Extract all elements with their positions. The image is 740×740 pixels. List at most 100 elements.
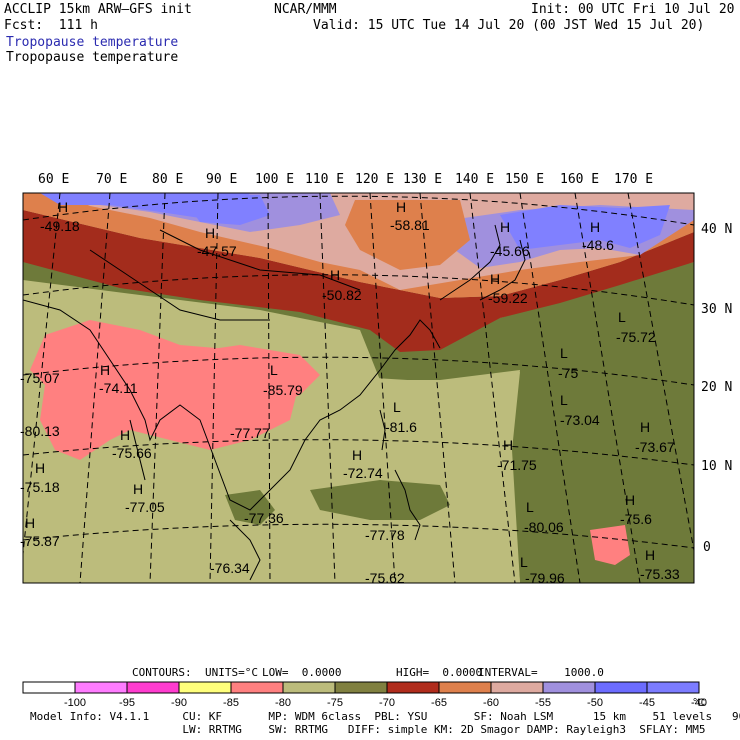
center-value: -71.75 — [497, 457, 537, 473]
lon-label: 90 E — [206, 172, 238, 187]
colorbar-swatch — [542, 681, 596, 694]
meridian — [267, 193, 271, 583]
field-title-contour: Tropopause temperature — [6, 50, 179, 65]
center-value: -85.79 — [263, 382, 303, 398]
colorbar-swatch — [386, 681, 440, 694]
center-type: H — [500, 219, 510, 235]
coastline-korea-japan — [439, 224, 501, 301]
center-type: L — [526, 499, 534, 515]
region-minus-60-north — [345, 200, 470, 270]
center-type: -77.36 — [244, 510, 284, 526]
center-type: H — [352, 447, 362, 463]
colorbar-label: -40 — [691, 697, 707, 709]
colorbar-swatch — [74, 681, 128, 694]
center-value: -59.22 — [488, 290, 528, 306]
meridian — [469, 193, 516, 583]
center-value: -73.67 — [635, 439, 675, 455]
colorbar-swatch — [126, 681, 180, 694]
center-type: H — [396, 199, 406, 215]
center-value: -49.18 — [40, 218, 80, 234]
lat-label: 30 N — [701, 302, 733, 317]
center-type: L — [393, 399, 401, 415]
center-type: H — [640, 419, 650, 435]
lon-label: 140 E — [455, 172, 495, 187]
center-value: -75.6 — [620, 511, 652, 527]
center-type: H — [133, 481, 143, 497]
lon-label: 170 E — [614, 172, 654, 187]
center-value: -75.62 — [365, 570, 405, 586]
meridian — [627, 193, 694, 554]
colorbar-label: -55 — [535, 697, 551, 709]
center-value: -81.6 — [385, 419, 417, 435]
coastlines — [23, 224, 526, 581]
region-minus-70 — [23, 230, 694, 583]
center-value: -58.81 — [390, 217, 430, 233]
center-value: -80.06 — [524, 519, 564, 535]
center-type: -47.57 — [197, 243, 237, 259]
center-value: -75 — [558, 365, 578, 381]
center-type: H — [100, 362, 110, 378]
meridian — [149, 193, 166, 583]
center-type: H — [35, 460, 45, 476]
colorbar-label: -60 — [483, 697, 499, 709]
center-type: L — [618, 309, 626, 325]
lon-label: 60 E — [38, 172, 70, 187]
center-type: H — [490, 271, 500, 287]
valid-time: Valid: 15 UTC Tue 14 Jul 20 (00 JST Wed … — [313, 18, 705, 33]
colorbar-label: -90 — [171, 697, 187, 709]
region-minus-45-central — [180, 195, 270, 225]
center-type: H — [205, 225, 215, 241]
center-type: L — [270, 362, 278, 378]
center-type: H — [330, 267, 340, 283]
colorbar-label: -85 — [223, 697, 239, 709]
model-physics: LW: RRTMG SW: RRTMG DIFF: simple KM: 2D … — [30, 723, 706, 736]
lon-label: 130 E — [403, 172, 443, 187]
colorbar-label: -80 — [275, 697, 291, 709]
colorbar-swatch — [22, 681, 76, 694]
center-value: -45.66 — [490, 243, 530, 259]
model-title: ACCLIP 15km ARW–GFS init — [4, 2, 192, 17]
lon-label: 160 E — [560, 172, 600, 187]
center-type: H — [503, 437, 513, 453]
center-value: -77.05 — [125, 499, 165, 515]
center-value: -79.96 — [525, 570, 565, 586]
center-value: -74.11 — [99, 380, 138, 396]
meridian — [319, 193, 336, 583]
map-frame — [22, 192, 695, 584]
center-type: H — [25, 515, 35, 531]
coastline-japan — [479, 239, 526, 301]
center-type: H — [645, 547, 655, 563]
colorbar-label: -45 — [639, 697, 655, 709]
parallel-equator — [23, 523, 694, 549]
colorbar-label: -70 — [379, 697, 395, 709]
colorbar-label: -65 — [431, 697, 447, 709]
colorbar-label: -100 — [64, 697, 86, 709]
contours-high: HIGH= 0.0000 — [396, 666, 483, 679]
center-value: -73.04 — [560, 412, 600, 428]
center-value: -75.66 — [112, 445, 152, 461]
meridian — [419, 193, 456, 583]
center-type: L — [520, 554, 528, 570]
center-value: -75.07 — [20, 370, 60, 386]
lon-label: 120 E — [355, 172, 395, 187]
center-type: H — [120, 427, 130, 443]
field-title-shaded: Tropopause temperature — [6, 35, 179, 50]
center-value: -75.87 — [20, 533, 60, 549]
colorbar-swatch — [490, 681, 544, 694]
init-time: Init: 00 UTC Fri 10 Jul 20 — [531, 2, 735, 17]
meridian — [574, 193, 641, 583]
graticule — [23, 193, 694, 583]
colorbar-label: -95 — [119, 697, 135, 709]
lon-label: 110 E — [305, 172, 345, 187]
contours-label: CONTOURS: — [132, 666, 192, 679]
center-type: L — [560, 345, 568, 361]
meridian — [369, 193, 396, 583]
center-value: -50.82 — [322, 287, 362, 303]
center-type: L — [560, 392, 568, 408]
lat-label: 0 — [703, 540, 711, 555]
contours-interval: INTERVAL= 1000.0 — [478, 666, 604, 679]
center-type: H — [590, 219, 600, 235]
contours-units: UNITS=°C — [205, 666, 258, 679]
extrema-labels: H -49.18 H -47.57 H -58.81 H -45.66 H -4… — [20, 199, 680, 586]
colorbar-label: -75 — [327, 697, 343, 709]
